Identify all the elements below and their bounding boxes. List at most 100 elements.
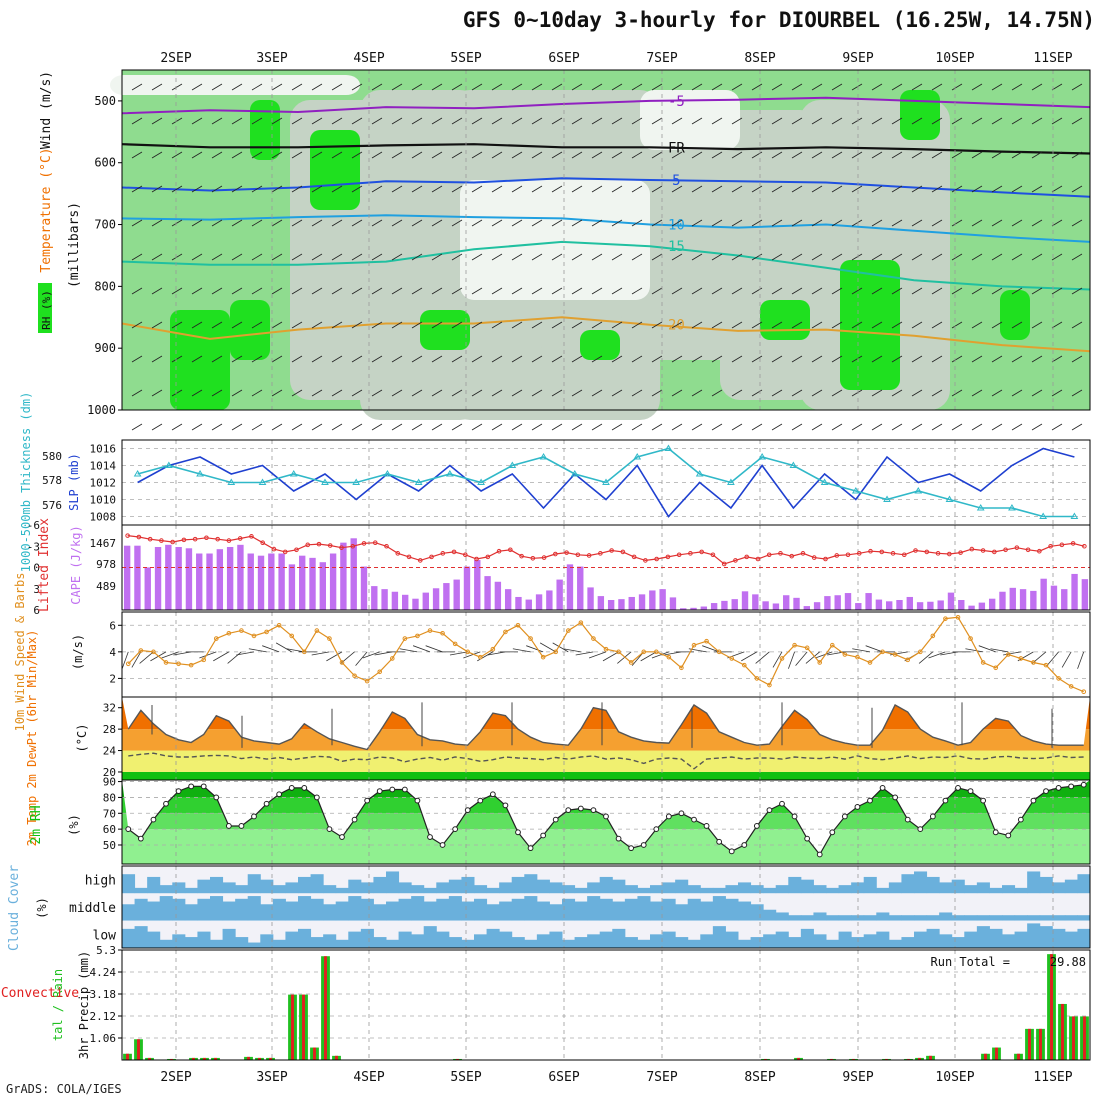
upper-wind-barb [131, 253, 143, 261]
upper-wind-barb [671, 219, 683, 227]
upper-wind-barb [731, 253, 743, 261]
rh-fill-saturated [170, 310, 230, 410]
cloud-cover-bar [851, 882, 865, 894]
surface-wind-barb [928, 651, 946, 659]
rh-point [816, 851, 823, 858]
upper-wind-barb [491, 83, 503, 91]
upper-wind-barb [271, 117, 283, 125]
upper-wind-barb [811, 151, 823, 159]
lifted-index-point [1037, 548, 1042, 554]
upper-wind-barb [711, 219, 723, 227]
cloud-cover-bar [147, 901, 161, 921]
wind-speed-point [188, 662, 194, 668]
upper-wind-barb [1031, 185, 1043, 193]
wind-speed-point [389, 656, 395, 661]
cloud-cover-bar [788, 876, 802, 894]
upper-wind-barb [1071, 185, 1083, 193]
slp-tick-label: 1012 [90, 477, 117, 490]
cape-bar [824, 596, 831, 610]
thickness-point [414, 478, 423, 485]
cape-bar [443, 583, 450, 610]
upper-wind-barb [431, 185, 443, 193]
cloud-cover-bar [122, 904, 136, 921]
upper-wind-barb [131, 389, 143, 397]
cape-bar [350, 538, 357, 610]
cloud-cover-bar [976, 882, 990, 894]
upper-wind-barb [891, 219, 903, 227]
lifted-index-point [890, 551, 896, 556]
upper-wind-barb [331, 321, 343, 329]
cloud-cover-bar [360, 928, 374, 948]
upper-wind-barb [1051, 219, 1063, 227]
cape-bar [834, 595, 841, 610]
cape-bar [340, 542, 347, 610]
upper-wind-barb [271, 355, 283, 363]
cloud-cover-bar [348, 896, 362, 921]
upper-wind-barb [131, 321, 143, 329]
cape-bar [329, 553, 337, 610]
upper-wind-barb [251, 423, 263, 431]
upper-wind-barb [551, 423, 563, 431]
rh-point [741, 842, 748, 848]
cloud-cover-bar [763, 887, 777, 894]
upper-wind-barb [571, 423, 583, 431]
wind-speed-point [490, 646, 496, 652]
rh-axis-label: 2m RH [29, 805, 44, 844]
cloud-cover-bar [298, 896, 312, 921]
upper-wind-barb [571, 321, 583, 329]
cloud-cover-bar [637, 896, 651, 921]
upper-wind-barb [1031, 423, 1043, 431]
cloud-cover-bar [687, 939, 701, 948]
precip-convective-bar [852, 1058, 855, 1060]
lifted-index-point [417, 558, 423, 563]
cape-bar [1050, 585, 1058, 610]
upper-wind-barb [991, 83, 1003, 91]
upper-wind-barb [711, 151, 723, 159]
cloud-cover-bar [650, 934, 664, 948]
cloud-cover-bar [612, 901, 626, 921]
upper-wind-barb [991, 423, 1003, 431]
upper-wind-barb [391, 83, 403, 91]
rh-point [515, 829, 521, 836]
lifted-index-point [553, 551, 558, 557]
upper-wind-barb [931, 185, 943, 193]
lifted-index-point [1048, 543, 1053, 549]
upper-wind-barb [411, 423, 423, 431]
cape-bar [999, 591, 1006, 610]
upper-wind-barb [1031, 83, 1043, 91]
upper-wind-barb [851, 253, 863, 261]
upper-wind-barb [571, 253, 583, 261]
upper-wind-barb [811, 287, 823, 295]
upper-wind-barb [851, 321, 863, 329]
upper-wind-barb [671, 287, 683, 295]
upper-wind-barb [911, 253, 923, 261]
isotherm-label: FR [668, 140, 685, 156]
cloud-cover-bar [474, 898, 488, 921]
cloud-cover-bar [285, 931, 299, 948]
upper-wind-barb [191, 219, 203, 227]
cloud-cover-bar [486, 928, 500, 948]
wind-speed-point [503, 629, 508, 635]
cloud-cover-bar [562, 885, 576, 894]
upper-wind-barb [231, 287, 243, 295]
cloud-cover-bar [599, 898, 613, 921]
cloud-cover-bar [323, 934, 337, 948]
upper-wind-barb [991, 355, 1003, 363]
pressure-axis-label: (millibars) [67, 202, 82, 288]
cloud-cover-bar [599, 931, 613, 948]
upper-wind-barb [551, 287, 563, 295]
cloud-cover-bar [951, 915, 965, 921]
precip-convective-bar [885, 1058, 888, 1060]
cape-bar [494, 581, 502, 610]
upper-wind-barb [831, 83, 843, 91]
cloud-cover-bar [939, 934, 953, 948]
cape-bar [844, 593, 852, 610]
wind-speed-point [213, 636, 219, 641]
upper-wind-barb [931, 423, 943, 431]
wind-speed-line [127, 616, 1084, 693]
upper-wind-barb [591, 83, 603, 91]
upper-wind-barb [871, 185, 883, 193]
cloud-cover-bar [914, 931, 928, 948]
upper-wind-barb [211, 151, 223, 159]
rh-fill-saturated [900, 90, 940, 140]
